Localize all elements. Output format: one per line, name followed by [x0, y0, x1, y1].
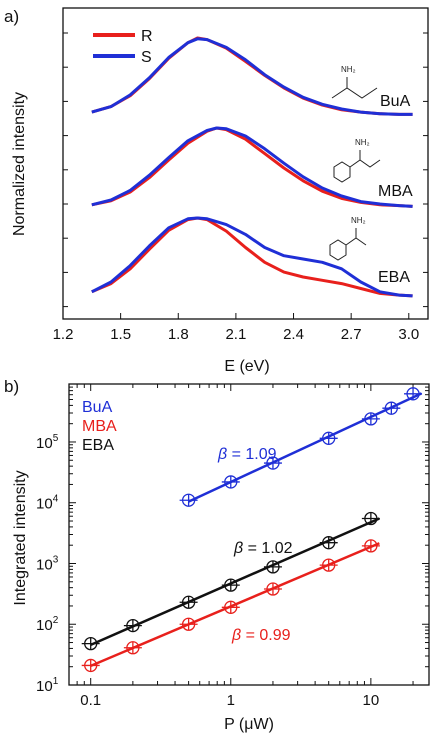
bua-label: BuA	[380, 93, 411, 110]
mba-molecule: NH₂	[333, 138, 381, 183]
a-x-tick-label: 1.5	[110, 326, 131, 343]
bua-data-point	[221, 475, 240, 489]
mba-data-point	[319, 558, 338, 572]
b-x-tick-label: 10	[363, 692, 380, 709]
bua-s-curve	[91, 37, 413, 116]
mba-label: MBA	[378, 183, 413, 200]
legend-r-label: R	[141, 28, 153, 45]
bua-data-point	[319, 431, 338, 445]
panel-b-legend: BuA MBA EBA	[82, 399, 117, 454]
a-x-tick-label: 2.1	[225, 326, 246, 343]
b-y-tick-label: 102	[36, 615, 59, 634]
eba-data-point	[263, 560, 282, 574]
panel-a-frame	[62, 7, 429, 320]
panel-a-x-ticks: 1.2 1.5 1.8 2.1 2.4 2.7 3.0	[53, 313, 419, 343]
panel-a: a) 1.2 1.5 1.8 2.1 2.4 2.7 3.0 R S NH₂ BuA NH₂…	[4, 7, 429, 375]
a-x-tick-label: 3.0	[398, 326, 419, 343]
mba-data-point	[221, 600, 240, 614]
mba-data-point	[179, 617, 198, 631]
eba-data-point	[221, 578, 240, 592]
panel-a-y-label: Normalized intensity	[11, 92, 28, 236]
bua-r-curve	[91, 36, 413, 116]
mba-amine-label: NH₂	[355, 138, 370, 147]
panel-b-x-ticks: 0.1 1 10	[68, 384, 414, 709]
beta-eba: β = 1.02	[233, 540, 293, 557]
b-y-tick-label: 104	[36, 494, 59, 513]
a-x-tick-label: 1.8	[168, 326, 189, 343]
panel-a-spectra	[91, 36, 413, 298]
panel-a-y-ticks	[63, 32, 428, 308]
bua-data-point	[361, 412, 380, 426]
eba-data-point	[179, 595, 198, 609]
bua-data-point	[179, 493, 198, 507]
legend-s-label: S	[141, 49, 152, 66]
panel-b-y-ticks: 101 102 103 104 105	[36, 383, 429, 695]
eba-amine-label: NH₂	[351, 216, 366, 225]
panel-b: b) 101 102 103 104 105 0.1 1 10 BuA MBA EBA β …	[4, 377, 430, 733]
panel-b-x-label: P (μW)	[224, 716, 274, 733]
eba-data-point	[81, 636, 100, 651]
panel-a-x-label: E (eV)	[224, 358, 269, 375]
eba-data-point	[361, 511, 380, 526]
panel-b-label: b)	[4, 377, 19, 396]
mba-s-curve	[91, 126, 413, 208]
a-x-tick-label: 1.2	[53, 326, 74, 343]
eba-s-curve	[91, 216, 413, 298]
bua-data-point	[263, 456, 282, 470]
panel-a-label: a)	[4, 7, 19, 26]
a-x-tick-label: 2.7	[341, 326, 362, 343]
b-y-tick-label: 101	[36, 676, 59, 695]
beta-bua: β = 1.09	[217, 446, 277, 463]
eba-r-curve	[91, 216, 413, 298]
eba-data-point	[319, 536, 338, 550]
bua-data-point	[382, 401, 401, 415]
eba-label: EBA	[378, 269, 410, 286]
bua-fit-line	[188, 392, 423, 503]
legend-mba: MBA	[82, 418, 117, 435]
panel-a-legend: R S	[93, 28, 153, 66]
eba-molecule: NH₂	[329, 216, 367, 261]
legend-eba: EBA	[82, 437, 114, 454]
bua-molecule: NH₂	[331, 65, 378, 99]
beta-mba: β = 0.99	[231, 627, 291, 644]
mba-data-point	[263, 582, 282, 596]
mba-data-point	[361, 539, 380, 553]
b-y-tick-label: 103	[36, 554, 59, 573]
bua-data-point	[404, 387, 423, 401]
a-x-tick-label: 2.4	[283, 326, 304, 343]
eba-data-point	[123, 618, 142, 633]
panel-b-y-label: Integrated intensity	[12, 470, 29, 605]
bua-amine-label: NH₂	[341, 65, 356, 74]
mba-data-point	[123, 641, 142, 655]
b-y-tick-label: 105	[36, 433, 59, 452]
legend-bua: BuA	[82, 399, 113, 416]
mba-data-point	[81, 658, 100, 673]
b-x-tick-label: 0.1	[80, 692, 101, 709]
panel-b-series	[81, 387, 423, 673]
b-x-tick-label: 1	[227, 692, 235, 709]
